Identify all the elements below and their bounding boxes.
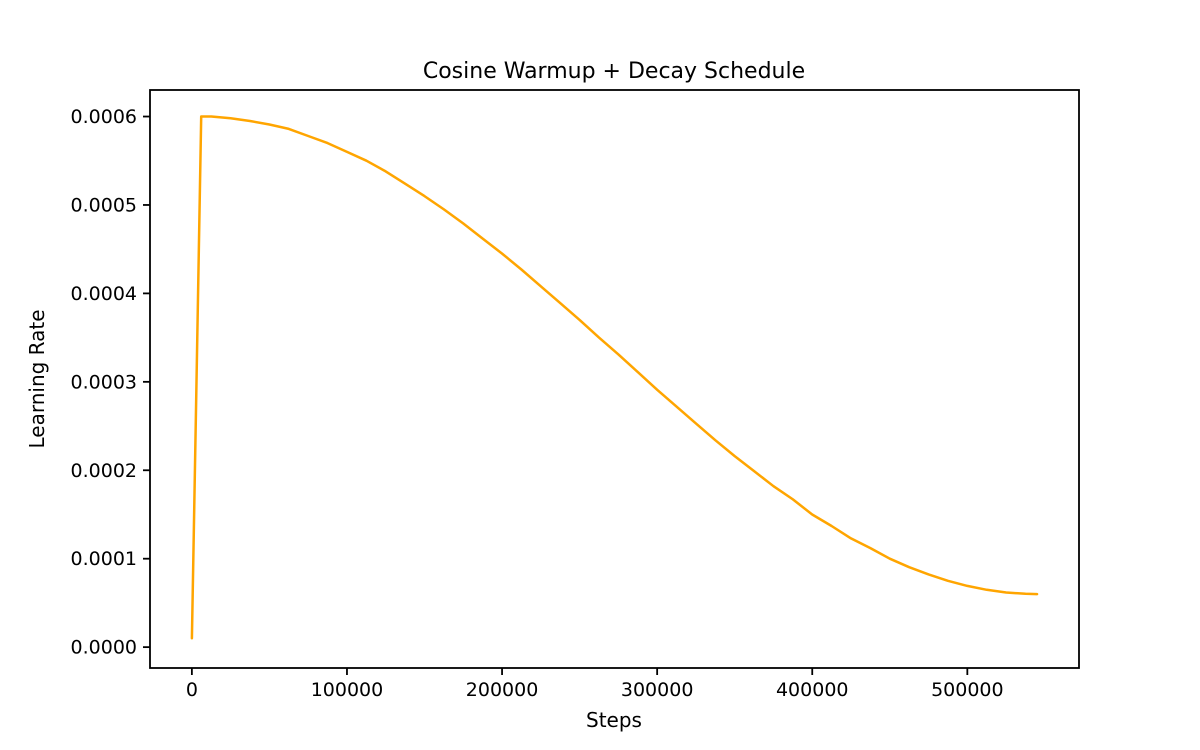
x-axis-label: Steps xyxy=(586,708,642,732)
y-tick-label: 0.0003 xyxy=(71,371,137,393)
plot-area xyxy=(149,89,1080,669)
x-tick-label: 300000 xyxy=(621,679,694,701)
x-tick-label: 0 xyxy=(186,679,198,701)
y-tick-label: 0.0004 xyxy=(71,283,137,305)
x-axis: 0 100000 200000 300000 400000 500000 xyxy=(186,668,1004,701)
y-tick-label: 0.0000 xyxy=(71,637,137,659)
chart-title: Cosine Warmup + Decay Schedule xyxy=(423,59,805,84)
y-axis-label: Learning Rate xyxy=(25,309,49,448)
y-axis: 0.0000 0.0001 0.0002 0.0003 0.0004 0.0005 0.00… xyxy=(71,106,150,659)
x-tick-label: 400000 xyxy=(776,679,849,701)
x-tick-label: 100000 xyxy=(311,679,384,701)
learning-rate-line xyxy=(190,115,1039,640)
x-tick-label: 500000 xyxy=(931,679,1004,701)
y-tick-label: 0.0001 xyxy=(71,548,137,570)
y-tick-label: 0.0005 xyxy=(71,194,137,216)
y-tick-label: 0.0006 xyxy=(71,106,137,128)
x-tick-label: 200000 xyxy=(466,679,539,701)
y-tick-label: 0.0002 xyxy=(71,460,137,482)
